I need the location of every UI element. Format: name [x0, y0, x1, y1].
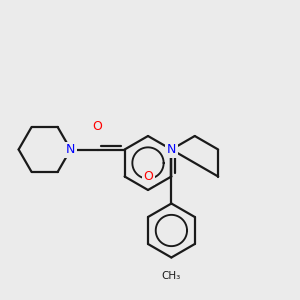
- Text: O: O: [143, 170, 153, 183]
- Text: N: N: [66, 143, 75, 156]
- Text: N: N: [167, 143, 176, 156]
- Text: O: O: [93, 120, 103, 133]
- Text: CH₃: CH₃: [162, 272, 181, 281]
